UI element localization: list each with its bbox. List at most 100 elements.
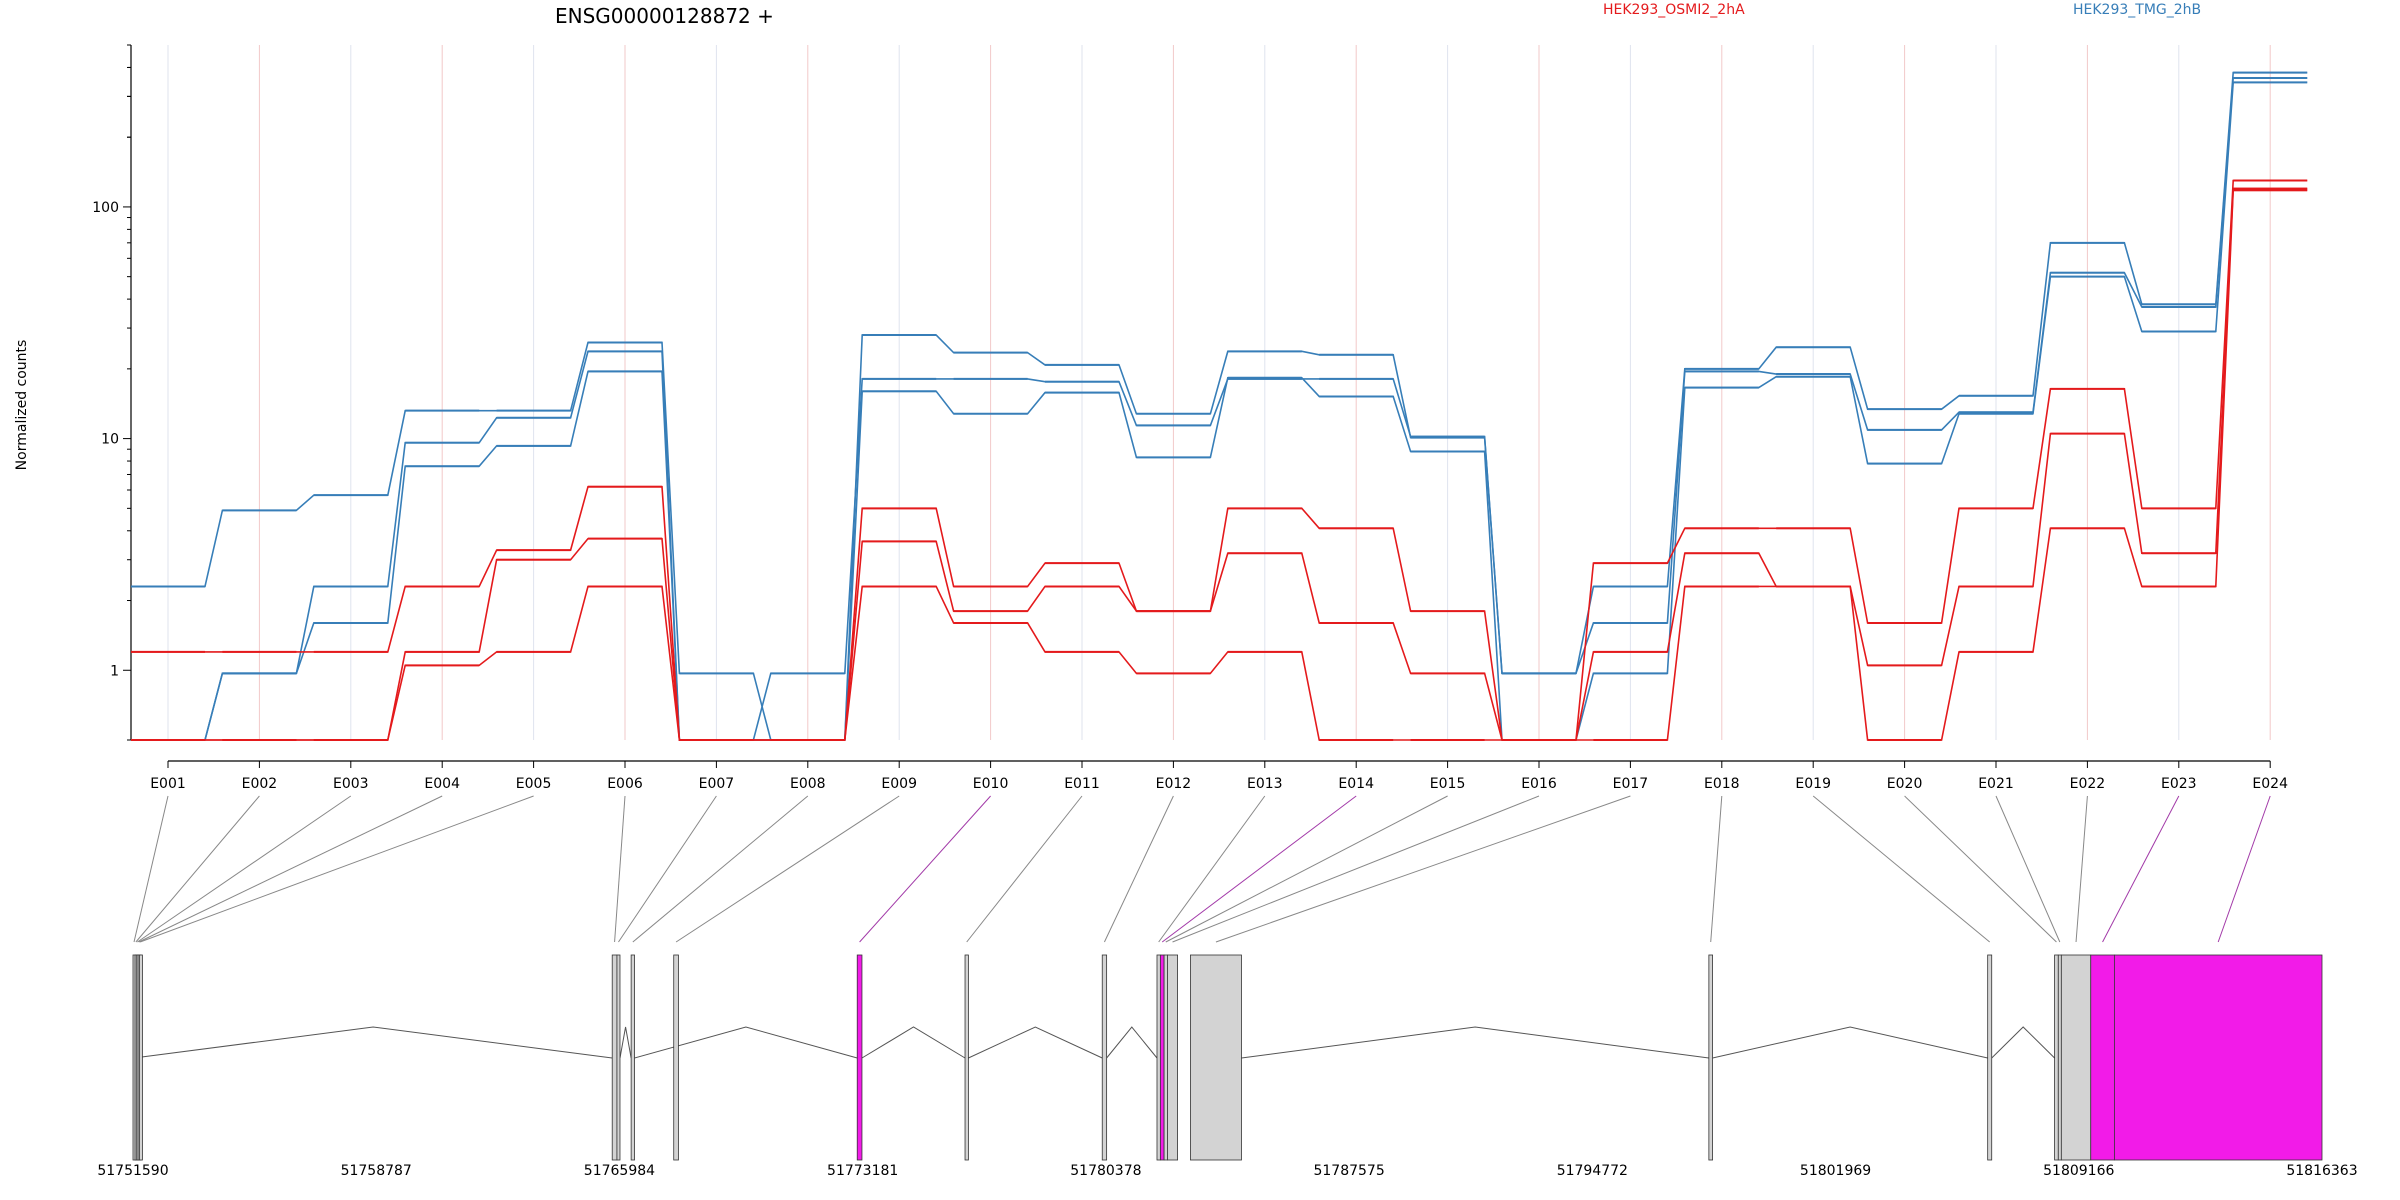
chart-title: ENSG00000128872 + [555,4,774,28]
exon-box [2054,954,2059,1161]
connector-line [1995,795,2061,943]
exon-box [1167,954,1179,1161]
genomic-axis-label: 51801969 [1800,1163,1871,1179]
genomic-axis-label: 51794772 [1557,1163,1628,1179]
y-tick-label: 1 [110,663,119,679]
x-tick-label: E003 [333,776,369,792]
series-line [131,187,2308,741]
exon-box [611,954,618,1161]
genomic-axis-label: 51765984 [584,1163,655,1179]
exon-box [616,954,621,1161]
legend-label-osmi2: HEK293_OSMI2_2hA [1603,2,1745,18]
intron-line [861,1026,966,1059]
exon-box [2113,954,2323,1161]
exon-box [139,954,143,1161]
x-tick-label: E013 [1247,776,1283,792]
intron-line [634,1026,858,1059]
genomic-axis-label: 51809166 [2043,1163,2114,1179]
connector-line [675,795,900,943]
exon-box [2060,954,2092,1161]
genomic-axis-label: 51787575 [1313,1163,1384,1179]
exon-box [856,954,863,1161]
y-axis-label: Normalized counts [14,340,30,471]
connector-line [859,795,991,943]
connector-line [1161,795,1357,943]
x-tick-label: E010 [973,776,1009,792]
genomic-axis-label: 51758787 [341,1163,412,1179]
exon-connector-lines [133,795,2271,943]
exon-box [673,954,679,1161]
x-tick-label: E002 [242,776,278,792]
intron-line [1991,1026,2055,1059]
x-tick-label: E005 [516,776,552,792]
exon-box [1708,954,1713,1161]
series-lines [131,71,2308,741]
connector-line [139,795,534,943]
x-tick-label: E007 [699,776,735,792]
series-line [131,189,2308,741]
exon-box [964,954,969,1161]
connector-line [1103,795,1174,943]
intron-line [133,1026,613,1059]
connector-line [632,795,809,943]
exon-box [2057,954,2062,1161]
axes: 1 10 100 E001 E002 E003 E004 E005 E006 E007 E008 E0… [92,44,2288,792]
intron-line [968,1026,1103,1059]
connector-line [1165,795,1448,943]
series-line [131,71,2308,741]
exon-box [1156,954,1161,1161]
connector-line [135,795,260,943]
connector-line [1812,795,1991,943]
x-tick-label: E014 [1338,776,1374,792]
x-tick-label: E022 [2070,776,2106,792]
x-tick-label: E008 [790,776,826,792]
genomic-axis-label: 51773181 [827,1163,898,1179]
x-tick-label: E017 [1613,776,1649,792]
connector-line [618,795,717,943]
x-tick-label: E016 [1521,776,1557,792]
connector-line [1158,795,1266,943]
x-tick-label: E024 [2252,776,2288,792]
x-tick-label: E012 [1156,776,1192,792]
x-tick-label: E018 [1704,776,1740,792]
x-tick-label: E019 [1795,776,1831,792]
x-tick-label: E004 [424,776,460,792]
genomic-axis-label: 51780378 [1070,1163,1141,1179]
x-tick-label: E006 [607,776,643,792]
intron-line [1106,1026,1158,1059]
connector-line [1215,795,1631,943]
connector-line [1172,795,1540,943]
genomic-axis-label: 51816363 [2286,1163,2357,1179]
x-tick-label: E020 [1887,776,1923,792]
connector-line [138,795,443,943]
exon-box [1159,954,1165,1161]
exon-box [1101,954,1108,1161]
exon-box [1163,954,1168,1161]
intron-line [619,1026,632,1059]
connector-line [614,795,626,943]
x-tick-label: E023 [2161,776,2197,792]
intron-line [1241,1026,1709,1059]
series-line [131,77,2308,741]
y-tick-label: 100 [92,200,119,216]
legend-label-tmg: HEK293_TMG_2hB [2073,2,2201,18]
exon-box [2090,954,2115,1161]
x-tick-label: E009 [881,776,917,792]
y-tick-label: 10 [101,432,119,448]
connector-line [1904,795,2057,943]
connector-line [137,795,352,943]
connector-line [133,795,169,943]
gene-model: 51751590 51758787 51765984 51773181 51780378… [97,954,2358,1179]
series-line [131,81,2308,741]
genomic-axis-label: 51751590 [97,1163,168,1179]
connector-line [2075,795,2088,943]
intron-line [1712,1026,1988,1059]
x-tick-label: E021 [1978,776,2014,792]
exon-box [1190,954,1242,1161]
connector-line [2102,795,2180,943]
exon-box [630,954,635,1161]
x-tick-label: E015 [1430,776,1466,792]
series-line [131,179,2308,741]
exon-box [1987,954,1993,1161]
